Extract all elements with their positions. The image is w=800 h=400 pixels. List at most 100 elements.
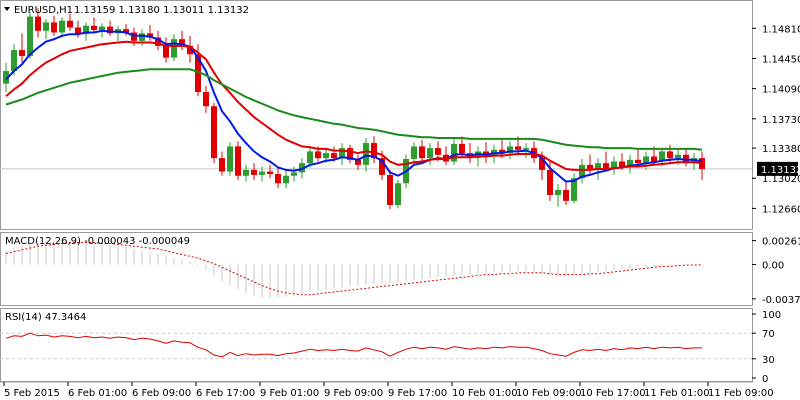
candle-bear — [331, 153, 337, 159]
candle-bear — [547, 169, 553, 196]
ma_slow-line — [5, 68, 703, 151]
candle-bear — [267, 171, 273, 175]
candle-bull — [283, 175, 289, 184]
candle-bull — [43, 22, 49, 31]
candle-bull — [227, 146, 233, 172]
price-tick-label: 1.13380 — [762, 144, 800, 155]
candle-bear — [347, 148, 353, 160]
candle-bear — [667, 151, 673, 159]
price-axis: 1.14810 1.14450 1.14090 1.13730 1.13380 1.130… — [752, 24, 800, 215]
candle-bear — [123, 29, 129, 33]
candle-bear — [107, 26, 113, 34]
candle-bull — [27, 16, 33, 56]
candle-bull — [11, 50, 17, 72]
candle-bull — [291, 172, 297, 176]
candle-bull — [611, 161, 617, 169]
price-tick-label: 1.14450 — [762, 54, 800, 65]
candle-bear — [635, 159, 641, 164]
rsi-tick-label: 100 — [762, 310, 781, 321]
candle-bear — [203, 91, 209, 107]
candle-bull — [307, 151, 313, 164]
candle-bear — [179, 39, 185, 46]
candle-bull — [411, 146, 417, 159]
candle-bear — [539, 158, 545, 170]
price-tick-label: 1.13020 — [762, 174, 800, 185]
candle-bear — [195, 54, 201, 92]
candle-bull — [579, 164, 585, 179]
candle-bull — [427, 148, 433, 159]
candle-bear — [235, 146, 241, 176]
last-price-label: 1.13132 — [761, 165, 800, 176]
candle-bear — [35, 16, 41, 31]
candle-bull — [83, 25, 89, 35]
candle-bear — [147, 33, 153, 38]
rsi-tick-label: 0 — [762, 374, 768, 385]
candle-bear — [51, 22, 57, 33]
rsi-panel[interactable] — [0, 308, 753, 382]
candle-bull — [675, 154, 681, 159]
candle-bull — [571, 178, 577, 201]
last-price-badge: 1.13132 — [757, 161, 800, 176]
candle-bear — [459, 143, 465, 154]
macd-signal-line — [5, 242, 702, 296]
candle-bear — [211, 106, 217, 159]
candle-bear — [371, 143, 377, 159]
candle-bear — [651, 156, 657, 162]
candle-bear — [219, 158, 225, 172]
macd-panel[interactable] — [0, 232, 753, 306]
time-tick-label: 9 Feb 17:00 — [388, 388, 447, 399]
candle-bear — [155, 37, 161, 46]
candle-bull — [139, 33, 145, 41]
macd-axis: 0.002615 0.00 -0.003744 — [752, 237, 800, 306]
candle-bear — [251, 169, 257, 175]
price-panel[interactable] — [0, 0, 753, 230]
candle-bull — [595, 163, 601, 170]
time-tick-label: 10 Feb 01:00 — [452, 388, 518, 399]
candle-bull — [363, 143, 369, 165]
candle-bear — [19, 50, 25, 56]
candle-bear — [619, 161, 625, 167]
rsi-axis: 100 70 30 0 — [752, 310, 781, 385]
rsi-tick-label: 70 — [762, 329, 775, 340]
candle-bear — [91, 25, 97, 30]
time-tick-label: 11 Feb 01:00 — [644, 388, 710, 399]
candle-bull — [99, 26, 105, 30]
last-price-bg — [757, 161, 798, 176]
price-plot — [3, 8, 705, 210]
candle-bull — [507, 146, 513, 154]
candle-bear — [379, 158, 385, 175]
macd-tick-label: 0.002615 — [762, 237, 800, 248]
candle-bear — [315, 151, 321, 159]
candle-bull — [243, 169, 249, 176]
candle-bear — [419, 146, 425, 159]
time-tick-label: 6 Feb 09:00 — [132, 388, 191, 399]
ma_fast-line — [5, 29, 703, 183]
candle-bear — [603, 163, 609, 169]
time-tick-label: 10 Feb 17:00 — [580, 388, 646, 399]
ohlc-readout: 1.13159 1.13180 1.13011 1.13132 — [74, 5, 249, 16]
candle-bear — [587, 164, 593, 170]
candle-bear — [355, 159, 361, 165]
time-tick-label: 9 Feb 09:00 — [324, 388, 383, 399]
collapse-triangle-icon[interactable] — [4, 7, 10, 11]
price-tick-label: 1.14090 — [762, 85, 800, 96]
candle-bull — [451, 143, 457, 162]
macd-tick-label: 0.00 — [762, 261, 784, 272]
candle-bull — [523, 148, 529, 150]
candle-bull — [299, 163, 305, 173]
candle-bear — [435, 148, 441, 155]
candle-bear — [275, 174, 281, 184]
candle-bull — [555, 189, 561, 196]
candle-bear — [187, 45, 193, 55]
candle-bear — [699, 158, 705, 170]
candle-bear — [163, 45, 169, 58]
price-tick-label: 1.14810 — [762, 24, 800, 35]
macd-tick-label: -0.003744 — [762, 295, 800, 306]
price-tick-label: 1.12660 — [762, 204, 800, 215]
candle-bull — [643, 156, 649, 164]
rsi-tick-label: 30 — [762, 355, 775, 366]
time-tick-label: 11 Feb 09:00 — [708, 388, 774, 399]
candle-bull — [627, 159, 633, 167]
candle-bear — [515, 146, 521, 150]
